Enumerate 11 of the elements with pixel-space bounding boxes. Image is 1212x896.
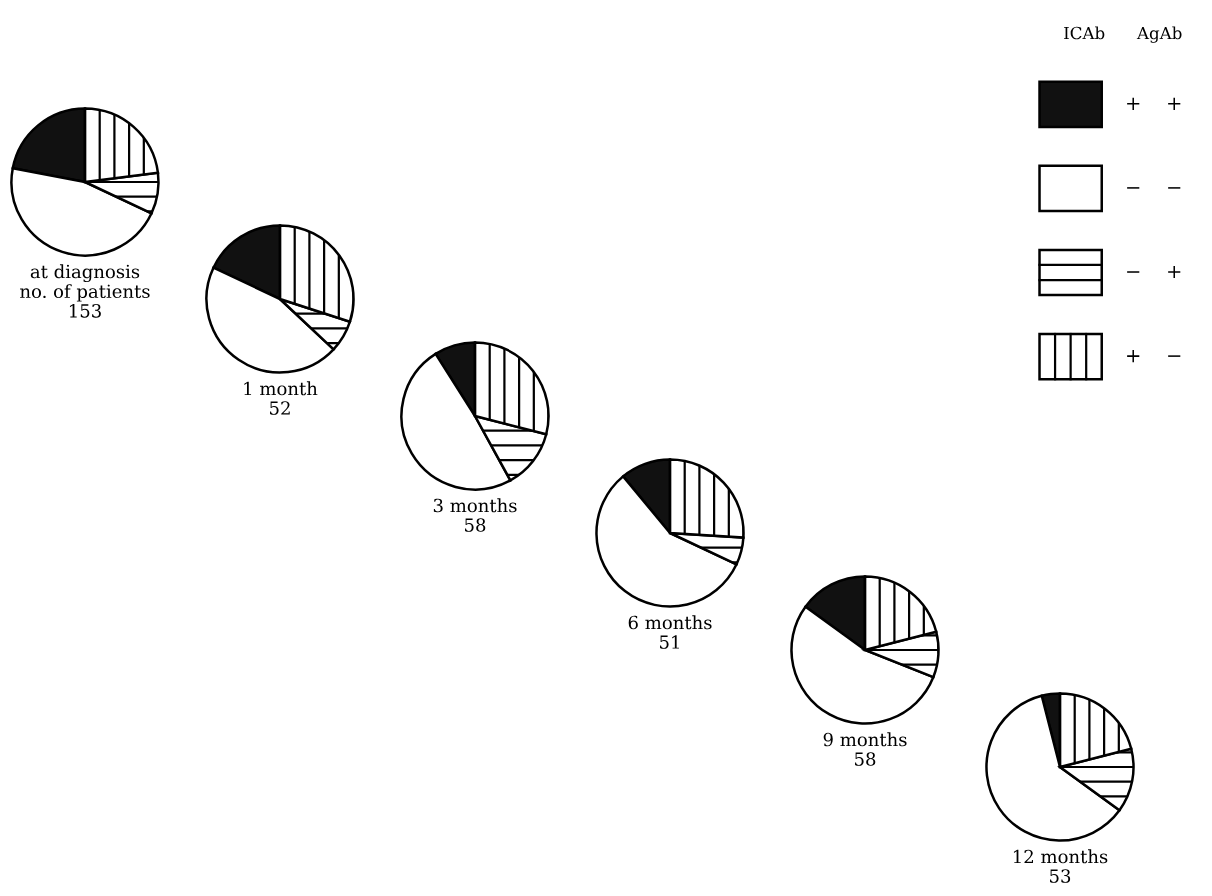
legend-label: + + — [1127, 97, 1181, 110]
legend-label: − − — [1127, 187, 1181, 189]
text: 9 months 58 — [823, 732, 907, 766]
legend-label: − + — [1127, 265, 1181, 279]
text: 6 months 51 — [628, 615, 712, 649]
text: 1 month 52 — [244, 381, 318, 415]
text: at diagnosis no. of patients 153 — [20, 264, 150, 318]
text: 12 months 53 — [1013, 849, 1108, 883]
text: 3 months 58 — [433, 498, 517, 532]
legend-title: ICAb AgAb — [1064, 26, 1182, 43]
legend-label: + − — [1127, 350, 1181, 363]
